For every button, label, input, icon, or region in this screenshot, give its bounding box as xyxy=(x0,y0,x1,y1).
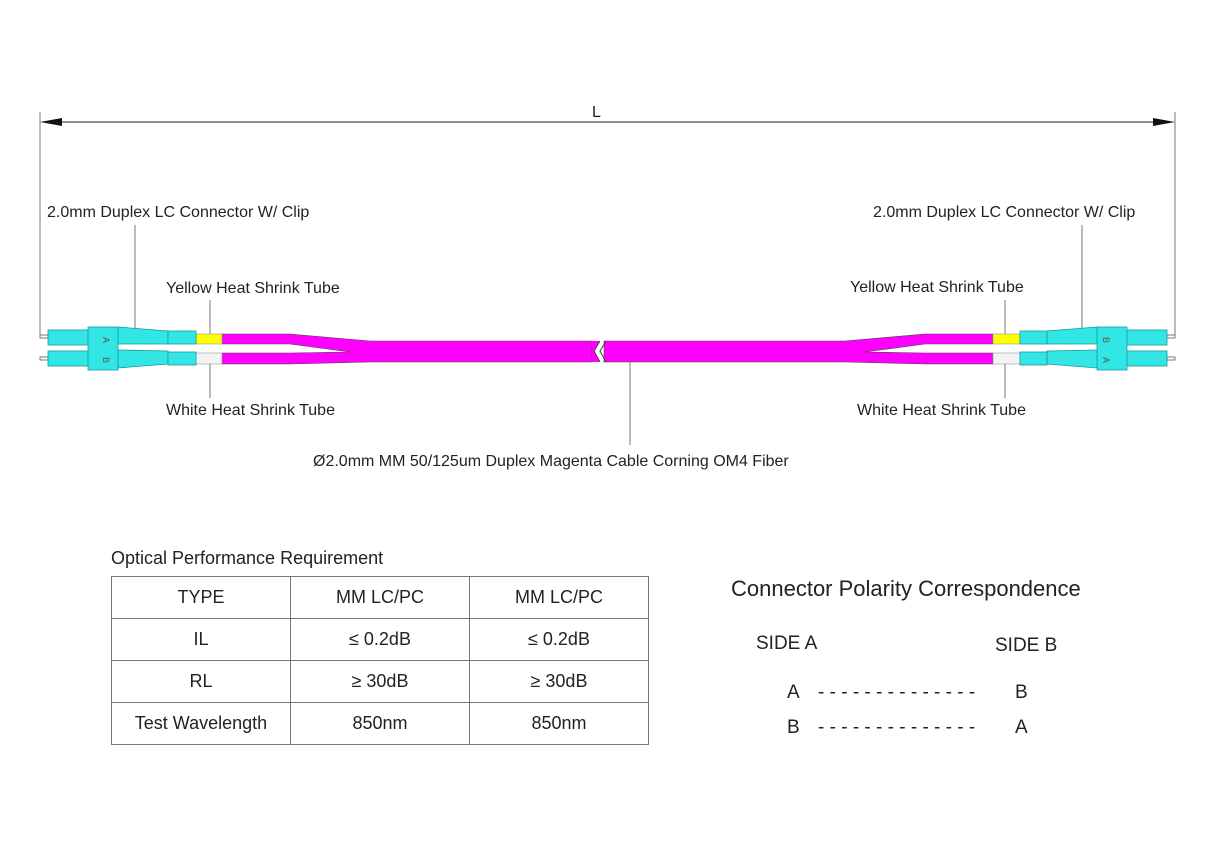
table-row: IL ≤ 0.2dB ≤ 0.2dB xyxy=(111,618,649,661)
svg-text:B: B xyxy=(101,357,111,363)
polarity-b-1: B xyxy=(1015,682,1028,703)
svg-text:B: B xyxy=(1101,337,1111,343)
left-lc-connector: A B xyxy=(39,326,197,371)
side-b-label: SIDE B xyxy=(995,635,1058,656)
polarity-a-2: B xyxy=(787,717,800,738)
right-white-tube-label: White Heat Shrink Tube xyxy=(857,402,1026,419)
left-yellow-tube-label: Yellow Heat Shrink Tube xyxy=(166,280,340,297)
performance-title: Optical Performance Requirement xyxy=(111,548,384,568)
cable-label: Ø2.0mm MM 50/125um Duplex Magenta Cable … xyxy=(313,453,789,470)
table-cell: TYPE xyxy=(111,576,291,619)
right-connector-label: 2.0mm Duplex LC Connector W/ Clip xyxy=(873,204,1136,221)
table-row: RL ≥ 30dB ≥ 30dB xyxy=(111,660,649,703)
polarity-title: Connector Polarity Correspondence xyxy=(731,576,1081,601)
table-cell: ≥ 30dB xyxy=(469,660,649,703)
polarity-dash-2: - - - - - - - - - - - - - - xyxy=(818,717,976,738)
right-yellow-tube-label: Yellow Heat Shrink Tube xyxy=(850,279,1024,296)
table-cell: Test Wavelength xyxy=(111,702,291,745)
table-cell: 850nm xyxy=(469,702,649,745)
polarity-dash-1: - - - - - - - - - - - - - - xyxy=(818,682,976,703)
right-lc-connector: B A xyxy=(1019,326,1176,371)
table-cell: RL xyxy=(111,660,291,703)
length-dimension-label: L xyxy=(592,104,601,121)
left-connector-label: 2.0mm Duplex LC Connector W/ Clip xyxy=(47,204,310,221)
table-cell: MM LC/PC xyxy=(469,576,649,619)
table-cell: MM LC/PC xyxy=(290,576,470,619)
table-cell: ≤ 0.2dB xyxy=(469,618,649,661)
dimension-line xyxy=(40,118,1175,126)
table-cell: ≥ 30dB xyxy=(290,660,470,703)
left-white-tube-label: White Heat Shrink Tube xyxy=(166,402,335,419)
magenta-cable xyxy=(221,333,994,365)
table-row: TYPE MM LC/PC MM LC/PC xyxy=(111,576,649,619)
svg-text:A: A xyxy=(101,337,111,343)
heat-shrink-tubes xyxy=(195,333,1021,365)
side-a-label: SIDE A xyxy=(756,633,818,654)
table-row: Test Wavelength 850nm 850nm xyxy=(111,702,649,745)
polarity-a-1: A xyxy=(787,682,800,703)
leader-lines xyxy=(39,112,1176,445)
performance-table: TYPE MM LC/PC MM LC/PC IL ≤ 0.2dB ≤ 0.2dB RL… xyxy=(111,576,649,745)
table-cell: ≤ 0.2dB xyxy=(290,618,470,661)
table-cell: IL xyxy=(111,618,291,661)
svg-text:A: A xyxy=(1101,357,1111,363)
table-cell: 850nm xyxy=(290,702,470,745)
polarity-b-2: A xyxy=(1015,717,1028,738)
